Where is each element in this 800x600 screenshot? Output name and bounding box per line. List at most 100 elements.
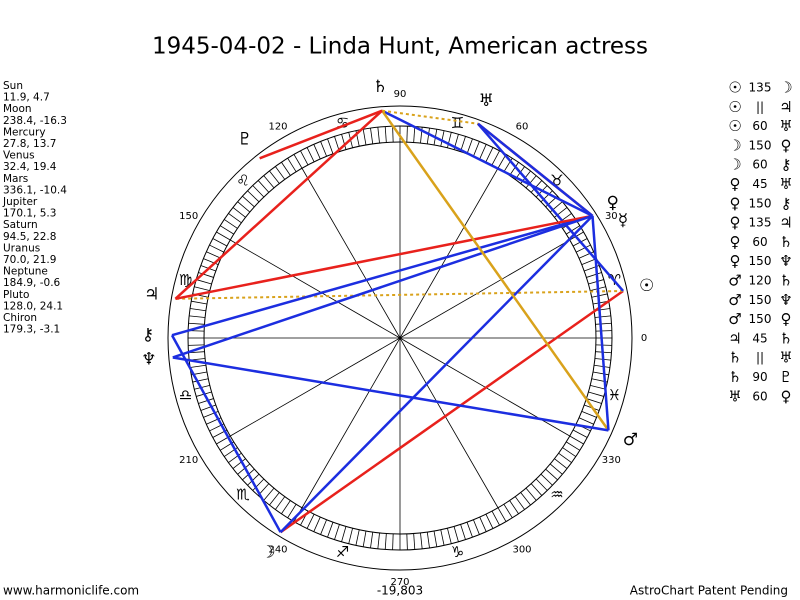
aspect-line bbox=[172, 356, 609, 432]
ring-tick bbox=[237, 201, 251, 213]
ring-tick bbox=[275, 166, 286, 180]
ring-tick bbox=[224, 219, 238, 229]
aspect-type: 150 bbox=[749, 138, 772, 152]
aspect-from: ♂ bbox=[728, 310, 741, 328]
ring-tick bbox=[196, 279, 212, 285]
ring-tick bbox=[578, 417, 594, 425]
ring-tick bbox=[242, 195, 255, 208]
aspect-from: ♂ bbox=[728, 272, 741, 290]
ring-tick bbox=[594, 315, 611, 318]
aspect-from: ♀ bbox=[730, 252, 741, 270]
ring-tick bbox=[334, 524, 340, 540]
ring-tick bbox=[269, 492, 280, 506]
ring-tick bbox=[466, 522, 473, 538]
ring-tick bbox=[300, 150, 309, 166]
ring-tick bbox=[509, 162, 519, 176]
ring-tick bbox=[198, 272, 214, 278]
aspect-line bbox=[259, 109, 383, 160]
aspect-line bbox=[381, 109, 610, 432]
ring-tick bbox=[497, 154, 507, 169]
ring-tick bbox=[190, 364, 206, 368]
aspect-from: ☉ bbox=[728, 117, 741, 135]
aspect-line bbox=[170, 334, 282, 533]
aspect-from: ♄ bbox=[728, 349, 741, 367]
ring-tick bbox=[313, 144, 321, 160]
planet-name: Pluto bbox=[3, 289, 29, 301]
ring-tick bbox=[269, 170, 280, 184]
footer-value: -19,803 bbox=[377, 584, 423, 598]
ring-tick bbox=[525, 175, 537, 189]
aspect-from: ♀ bbox=[730, 214, 741, 232]
ring-tick bbox=[194, 286, 210, 291]
aspect-line bbox=[175, 289, 624, 300]
planet-position: 336.1, -10.4 bbox=[3, 184, 67, 196]
ring-tick bbox=[530, 483, 543, 496]
radial-line bbox=[301, 337, 401, 508]
ring-tick bbox=[420, 532, 423, 549]
ring-tick bbox=[237, 463, 251, 475]
ring-tick bbox=[212, 238, 228, 247]
ring-tick bbox=[220, 225, 234, 235]
aspect-line bbox=[477, 122, 625, 292]
ring-tick bbox=[586, 272, 602, 278]
aspect-type: 150 bbox=[749, 196, 772, 210]
planet-name: Venus bbox=[3, 150, 35, 162]
ring-tick bbox=[198, 398, 214, 404]
ring-tick bbox=[362, 530, 367, 547]
ring-tick bbox=[447, 528, 452, 544]
aspect-to: ☽ bbox=[779, 79, 792, 97]
planet-glyph: ☽ bbox=[260, 543, 275, 563]
aspect-type: 135 bbox=[749, 216, 772, 230]
degree-label: 30 bbox=[605, 211, 618, 222]
planet-glyph: ♅ bbox=[479, 91, 494, 111]
ring-tick bbox=[572, 429, 588, 438]
ring-tick bbox=[370, 532, 374, 548]
chart-title: 1945-04-02 - Linda Hunt, American actres… bbox=[152, 34, 648, 60]
aspect-from: ☽ bbox=[728, 156, 741, 174]
ring-tick bbox=[252, 185, 265, 198]
aspect-type: 60 bbox=[752, 119, 767, 133]
ring-tick bbox=[588, 391, 604, 397]
aspect-type: 60 bbox=[752, 389, 767, 403]
aspect-type: 45 bbox=[752, 331, 767, 345]
ring-tick bbox=[575, 244, 591, 253]
ring-tick bbox=[252, 478, 265, 491]
aspect-line bbox=[591, 215, 610, 431]
ring-tick bbox=[355, 529, 360, 546]
aspect-from: ♄ bbox=[728, 368, 741, 386]
sign-glyph: ♑ bbox=[451, 543, 464, 561]
ring-tick bbox=[306, 513, 315, 529]
aspect-from: ♅ bbox=[728, 387, 741, 405]
aspect-to: ♇ bbox=[779, 368, 792, 386]
ring-tick bbox=[588, 279, 604, 285]
ring-tick bbox=[558, 452, 572, 463]
ring-tick bbox=[549, 463, 563, 475]
site-link[interactable]: www.harmoniclife.com bbox=[3, 584, 139, 598]
ring-tick bbox=[554, 458, 568, 469]
ring-tick bbox=[327, 522, 334, 538]
planet-glyph: ♇ bbox=[237, 129, 252, 149]
aspect-from: ☉ bbox=[728, 79, 741, 97]
planet-name: Chiron bbox=[3, 312, 37, 324]
radial-line bbox=[399, 337, 499, 508]
radial-line bbox=[399, 239, 570, 339]
aspect-to: ♅ bbox=[779, 175, 792, 193]
aspect-line bbox=[172, 214, 593, 359]
aspect-line bbox=[381, 109, 594, 217]
planet-glyph: ♆ bbox=[141, 350, 156, 370]
aspect-type: 150 bbox=[749, 254, 772, 268]
aspect-type: 135 bbox=[749, 81, 772, 95]
ring-tick bbox=[485, 513, 494, 529]
planet-position: 70.0, 21.9 bbox=[3, 254, 56, 266]
planet-position: 170.1, 5.3 bbox=[3, 208, 56, 220]
ring-tick bbox=[206, 251, 222, 259]
degree-label: 240 bbox=[268, 544, 287, 555]
aspect-from: ☽ bbox=[728, 136, 741, 154]
ring-tick bbox=[485, 147, 494, 163]
radial-line bbox=[230, 337, 401, 437]
aspect-to: ♀ bbox=[781, 387, 792, 405]
aspect-type: 150 bbox=[749, 312, 772, 326]
ring-tick bbox=[440, 130, 445, 147]
